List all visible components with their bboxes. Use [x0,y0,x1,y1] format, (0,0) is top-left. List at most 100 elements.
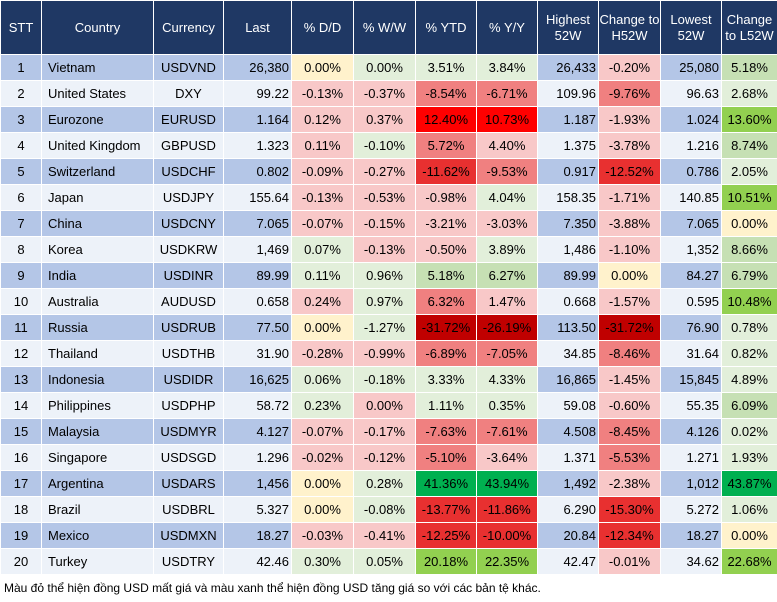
cell-currency: USDINR [153,262,224,289]
header-change-l52w: Change to L52W [721,0,777,55]
cell-chl: 4.89% [721,366,777,393]
cell-high: 1.375 [537,132,599,159]
header-dd: % D/D [291,0,354,55]
cell-dd: -0.28% [291,340,354,367]
cell-country: Argentina [41,470,154,497]
cell-last: 155.64 [223,184,292,211]
cell-dd: 0.23% [291,392,354,419]
cell-yy: 6.27% [476,262,538,289]
cell-low: 15,845 [660,366,722,393]
cell-dd: -0.03% [291,522,354,549]
cell-yy: 43.94% [476,470,538,497]
cell-chh: -12.52% [598,158,661,185]
cell-chh: -1.57% [598,288,661,315]
cell-currency: USDMXN [153,522,224,549]
cell-last: 1,456 [223,470,292,497]
cell-yy: 10.73% [476,106,538,133]
cell-low: 1.024 [660,106,722,133]
cell-stt: 19 [0,522,42,549]
header-change-h52w: Change to H52W [598,0,661,55]
cell-stt: 1 [0,54,42,81]
table-row: 7 China USDCNY 7.065 -0.07% -0.15% -3.21% -3.03… [0,210,777,237]
cell-low: 0.595 [660,288,722,315]
cell-dd: 0.11% [291,132,354,159]
cell-stt: 4 [0,132,42,159]
cell-high: 109.96 [537,80,599,107]
cell-chh: -12.34% [598,522,661,549]
table-row: 14 Philippines USDPHP 58.72 0.23% 0.00% 1.11% 0… [0,392,777,419]
cell-high: 4.508 [537,418,599,445]
cell-ww: -0.99% [353,340,416,367]
cell-stt: 7 [0,210,42,237]
cell-low: 1.271 [660,444,722,471]
cell-dd: 0.00% [291,470,354,497]
cell-country: Brazil [41,496,154,523]
cell-stt: 9 [0,262,42,289]
cell-low: 140.85 [660,184,722,211]
cell-country: Australia [41,288,154,315]
table-row: 1 Vietnam USDVND 26,380 0.00% 0.00% 3.51% 3.84%… [0,54,777,81]
cell-ww: 0.05% [353,548,416,575]
cell-last: 42.46 [223,548,292,575]
cell-stt: 8 [0,236,42,263]
cell-last: 77.50 [223,314,292,341]
cell-ytd: -12.25% [415,522,477,549]
cell-yy: -26.19% [476,314,538,341]
cell-yy: 4.04% [476,184,538,211]
cell-dd: -0.13% [291,184,354,211]
cell-country: Russia [41,314,154,341]
cell-ytd: 5.18% [415,262,477,289]
cell-last: 1.323 [223,132,292,159]
cell-dd: 0.12% [291,106,354,133]
header-last: Last [223,0,292,55]
cell-ww: -0.08% [353,496,416,523]
cell-low: 34.62 [660,548,722,575]
header-ww: % W/W [353,0,416,55]
header-ytd: % YTD [415,0,477,55]
header-high52w: Highest 52W [537,0,599,55]
cell-dd: -0.07% [291,418,354,445]
cell-last: 0.802 [223,158,292,185]
cell-yy: 3.89% [476,236,538,263]
cell-chh: -3.88% [598,210,661,237]
cell-yy: -3.64% [476,444,538,471]
cell-country: Switzerland [41,158,154,185]
cell-currency: USDJPY [153,184,224,211]
cell-ww: 0.96% [353,262,416,289]
cell-yy: 3.84% [476,54,538,81]
cell-ytd: 12.40% [415,106,477,133]
table-row: 16 Singapore USDSGD 1.296 -0.02% -0.12% -5.10%… [0,444,777,471]
cell-country: Malaysia [41,418,154,445]
cell-high: 1,492 [537,470,599,497]
cell-chl: 1.93% [721,444,777,471]
header-low52w: Lowest 52W [660,0,722,55]
cell-high: 16,865 [537,366,599,393]
cell-ytd: -3.21% [415,210,477,237]
cell-currency: AUDUSD [153,288,224,315]
cell-stt: 16 [0,444,42,471]
cell-yy: -10.00% [476,522,538,549]
cell-ytd: -5.10% [415,444,477,471]
cell-currency: USDVND [153,54,224,81]
cell-high: 26,433 [537,54,599,81]
cell-dd: -0.07% [291,210,354,237]
cell-low: 96.63 [660,80,722,107]
cell-chh: -0.20% [598,54,661,81]
table-row: 18 Brazil USDBRL 5.327 0.00% -0.08% -13.77% -11… [0,496,777,523]
cell-last: 89.99 [223,262,292,289]
cell-country: Mexico [41,522,154,549]
cell-high: 7.350 [537,210,599,237]
cell-currency: GBPUSD [153,132,224,159]
table-row: 15 Malaysia USDMYR 4.127 -0.07% -0.17% -7.63% -… [0,418,777,445]
cell-ww: -0.13% [353,236,416,263]
cell-country: Singapore [41,444,154,471]
cell-last: 16,625 [223,366,292,393]
cell-low: 55.35 [660,392,722,419]
cell-low: 18.27 [660,522,722,549]
cell-chl: 10.51% [721,184,777,211]
cell-ww: 0.28% [353,470,416,497]
cell-last: 18.27 [223,522,292,549]
cell-low: 84.27 [660,262,722,289]
cell-stt: 17 [0,470,42,497]
cell-chl: 22.68% [721,548,777,575]
